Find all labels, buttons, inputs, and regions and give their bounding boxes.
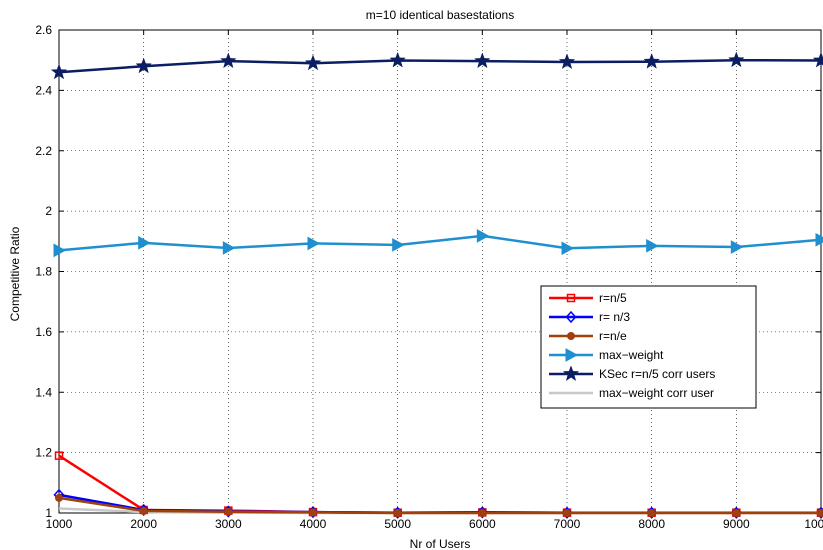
series-3 xyxy=(53,229,823,258)
grid-lines xyxy=(59,30,821,513)
y-tick-label: 2.2 xyxy=(35,144,52,158)
data-point xyxy=(55,493,63,502)
legend-item: r=n/e xyxy=(549,329,627,343)
legend-label: r=n/e xyxy=(599,329,627,343)
y-tick-label: 2 xyxy=(45,204,52,218)
y-tick-label: 1.8 xyxy=(35,265,52,279)
legend-marker xyxy=(567,332,575,340)
data-point xyxy=(817,509,823,517)
x-tick-label: 4000 xyxy=(300,517,327,531)
y-tick-label: 1 xyxy=(45,506,52,520)
data-point xyxy=(730,240,744,254)
data-point xyxy=(224,507,233,516)
legend-label: r=n/5 xyxy=(599,291,627,305)
data-point xyxy=(392,238,405,252)
series-line xyxy=(58,58,822,74)
data-point xyxy=(558,53,576,70)
data-point xyxy=(815,232,823,247)
legend-label: max−weight xyxy=(599,348,664,362)
data-point xyxy=(138,235,151,250)
data-point xyxy=(393,509,402,517)
legend-marker xyxy=(565,310,577,324)
data-point xyxy=(220,52,237,69)
data-point xyxy=(135,57,152,74)
data-point xyxy=(643,52,660,69)
series-0 xyxy=(54,451,823,517)
x-tick-label: 2000 xyxy=(130,517,157,531)
legend-item: KSec r=n/5 corr users xyxy=(549,365,715,382)
x-tick-label: 5000 xyxy=(384,517,411,531)
data-point xyxy=(309,508,317,517)
series-2 xyxy=(55,493,823,517)
data-point xyxy=(561,241,575,256)
legend-label: KSec r=n/5 corr users xyxy=(599,367,715,381)
y-tick-label: 1.2 xyxy=(35,446,52,460)
data-point xyxy=(139,506,148,515)
x-tick-label: 3000 xyxy=(215,517,242,531)
data-point xyxy=(478,509,487,517)
data-point xyxy=(54,451,64,460)
legend-item: max−weight xyxy=(549,348,664,362)
x-axis-label: Nr of Users xyxy=(410,537,471,550)
series-line xyxy=(58,234,822,252)
data-point xyxy=(53,243,67,258)
legend-label: r= n/3 xyxy=(599,310,630,324)
x-tick-label: 7000 xyxy=(554,517,581,531)
y-tick-label: 2.4 xyxy=(35,83,52,97)
legend-box xyxy=(540,285,757,409)
legend-marker xyxy=(565,348,579,362)
x-tick-label: 9000 xyxy=(723,517,750,531)
x-tick-label: 8000 xyxy=(638,517,665,531)
legend-item: r= n/3 xyxy=(549,310,630,324)
y-axis-label: Competitive Ratio xyxy=(8,226,22,321)
series-line xyxy=(58,496,821,515)
data-point xyxy=(728,51,745,68)
chart-title: m=10 identical basestations xyxy=(366,8,514,22)
y-tick-label: 1.6 xyxy=(35,325,52,339)
data-point xyxy=(732,509,741,517)
legend-label: max−weight corr user xyxy=(599,386,714,400)
y-tick-label: 2.6 xyxy=(35,23,52,37)
data-point xyxy=(389,51,406,68)
data-point xyxy=(646,238,659,253)
legend-item: max−weight corr user xyxy=(549,386,714,400)
legend: r=n/5 r= n/3 r=n/e max−weight KSec r=n/5 cor… xyxy=(540,285,757,409)
legend-marker xyxy=(562,365,580,382)
data-point xyxy=(812,51,823,68)
x-tick-label: 1000 xyxy=(46,517,73,531)
data-point xyxy=(304,54,322,71)
x-tick-label: 10000 xyxy=(804,517,823,531)
data-point xyxy=(50,63,68,80)
legend-item: r=n/5 xyxy=(549,291,627,305)
legend-marker xyxy=(566,293,576,303)
data-point xyxy=(563,509,571,517)
data-point xyxy=(474,52,491,69)
data-point xyxy=(222,241,236,255)
x-tick-label: 6000 xyxy=(469,517,496,531)
data-point xyxy=(307,236,321,251)
series-line xyxy=(58,454,821,514)
y-tick-label: 1.4 xyxy=(35,385,52,399)
data-point xyxy=(647,509,656,517)
series-4 xyxy=(50,51,823,80)
data-point xyxy=(476,229,490,243)
series-group xyxy=(50,51,823,519)
axis-ticks: 1000 2000 3000 4000 5000 6000 7000 8000 9000 1000… xyxy=(35,23,823,531)
